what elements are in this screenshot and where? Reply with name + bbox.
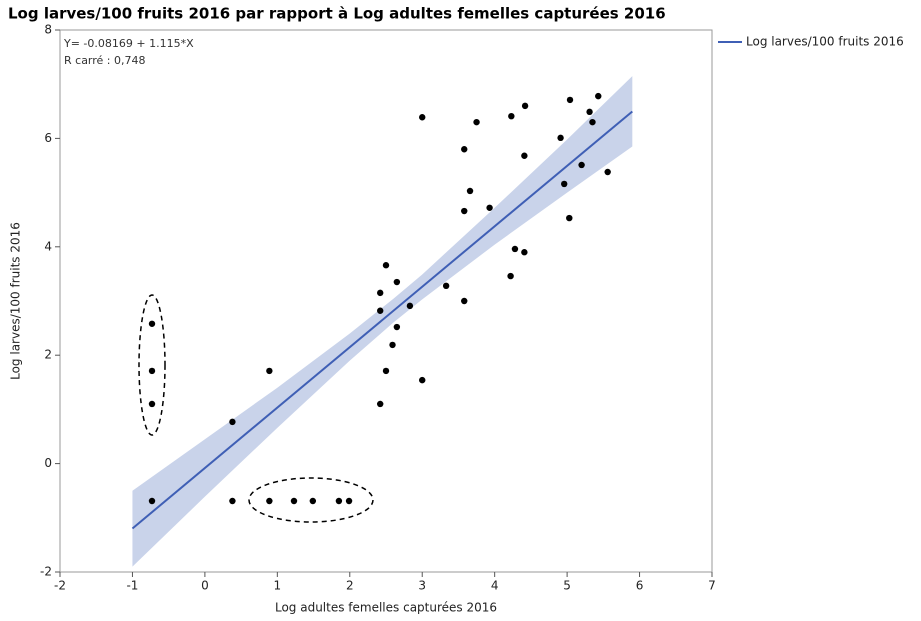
legend-label: Log larves/100 fruits 2016 bbox=[746, 35, 904, 49]
data-point bbox=[461, 146, 468, 153]
data-point bbox=[461, 207, 468, 215]
x-tick-label: 6 bbox=[636, 579, 644, 593]
highlight-ellipse bbox=[248, 477, 374, 523]
x-tick-label: 0 bbox=[201, 579, 209, 593]
data-point bbox=[309, 497, 317, 505]
data-point bbox=[148, 497, 156, 505]
data-point bbox=[507, 272, 514, 280]
y-tick-label: 2 bbox=[44, 348, 52, 362]
data-point bbox=[266, 367, 273, 375]
data-point bbox=[578, 161, 585, 169]
confidence-band bbox=[132, 76, 633, 567]
data-point bbox=[508, 112, 515, 120]
chart-title: Log larves/100 fruits 2016 par rapport à… bbox=[8, 5, 666, 23]
data-point bbox=[604, 168, 611, 176]
data-point bbox=[461, 297, 468, 305]
x-tick-label: -2 bbox=[54, 579, 66, 593]
x-tick-label: 4 bbox=[491, 579, 499, 593]
data-point bbox=[345, 497, 353, 505]
highlight-ellipse bbox=[138, 294, 166, 436]
data-point bbox=[148, 320, 156, 327]
data-point bbox=[266, 497, 273, 505]
x-tick-label: 5 bbox=[563, 579, 571, 593]
data-point bbox=[229, 418, 236, 426]
y-tick-label: 4 bbox=[44, 239, 52, 253]
y-tick-label: -2 bbox=[40, 565, 52, 579]
data-point bbox=[389, 341, 396, 349]
data-point bbox=[377, 400, 384, 408]
data-point bbox=[595, 92, 602, 100]
data-point bbox=[148, 400, 156, 408]
data-point bbox=[406, 302, 414, 310]
x-tick-label: 7 bbox=[708, 579, 716, 593]
data-point bbox=[377, 307, 384, 314]
data-point bbox=[586, 108, 593, 116]
data-point bbox=[557, 134, 564, 142]
y-tick-label: 6 bbox=[44, 131, 52, 145]
y-tick-label: 0 bbox=[44, 456, 52, 470]
data-point bbox=[442, 282, 450, 290]
plot-layer bbox=[131, 76, 633, 567]
data-point bbox=[473, 118, 480, 126]
data-point bbox=[382, 262, 390, 269]
data-point bbox=[419, 114, 426, 121]
r-squared-annotation: R carré : 0,748 bbox=[64, 54, 146, 67]
data-point bbox=[521, 249, 528, 256]
data-point bbox=[521, 102, 529, 110]
data-point bbox=[148, 367, 156, 375]
x-tick-label: 1 bbox=[274, 579, 282, 593]
y-tick-label: 8 bbox=[44, 23, 52, 37]
data-point bbox=[419, 376, 426, 384]
x-tick-label: -1 bbox=[126, 579, 138, 593]
y-axis-label: Log larves/100 fruits 2016 bbox=[9, 222, 23, 380]
data-point bbox=[382, 367, 390, 375]
data-point bbox=[521, 152, 528, 159]
data-point bbox=[335, 497, 343, 505]
data-point bbox=[229, 497, 236, 505]
data-point bbox=[561, 180, 568, 188]
data-point bbox=[393, 323, 401, 331]
data-point bbox=[566, 214, 573, 222]
data-point bbox=[377, 289, 384, 297]
fit-line bbox=[131, 110, 633, 530]
data-point bbox=[589, 118, 596, 126]
data-point bbox=[511, 245, 519, 253]
data-point bbox=[290, 497, 298, 505]
data-point bbox=[466, 187, 474, 195]
x-axis-label: Log adultes femelles capturées 2016 bbox=[275, 601, 497, 615]
equation-annotation: Y= -0.08169 + 1.115*X bbox=[63, 37, 194, 50]
data-point bbox=[566, 96, 574, 104]
data-point bbox=[393, 278, 401, 286]
x-tick-label: 2 bbox=[346, 579, 354, 593]
data-point bbox=[486, 204, 493, 211]
x-tick-label: 3 bbox=[418, 579, 426, 593]
